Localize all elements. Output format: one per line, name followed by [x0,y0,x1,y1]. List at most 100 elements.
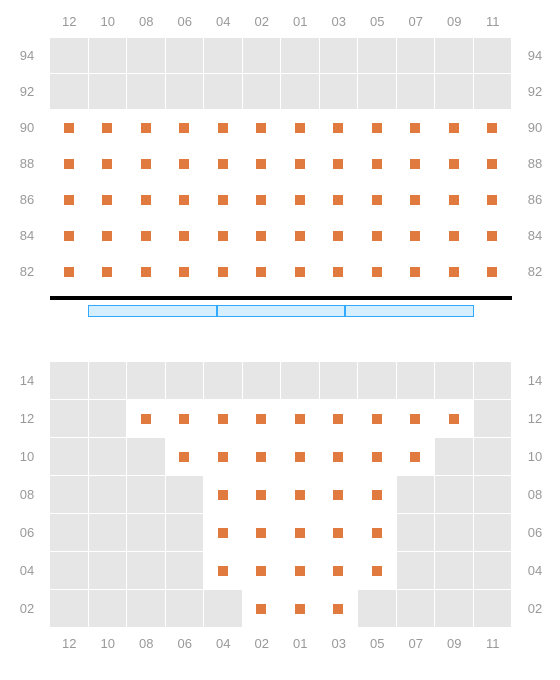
upper-cell-r3-c10[interactable] [435,146,474,182]
upper-cell-r4-c10[interactable] [435,182,474,218]
upper-cell-r5-c6[interactable] [281,218,320,254]
upper-cell-r5-c3[interactable] [166,218,205,254]
upper-cell-r3-c11[interactable] [474,146,513,182]
lower-cell-r2-c4[interactable] [204,438,243,476]
lower-cell-r1-c4[interactable] [204,400,243,438]
upper-cell-r6-c7[interactable] [320,254,359,290]
upper-cell-r6-c2[interactable] [127,254,166,290]
upper-cell-r6-c9[interactable] [397,254,436,290]
upper-cell-r4-c4[interactable] [204,182,243,218]
lower-cell-r6-c9 [397,590,436,628]
upper-cell-r6-c4[interactable] [204,254,243,290]
upper-cell-r5-c1[interactable] [89,218,128,254]
upper-cell-r2-c10[interactable] [435,110,474,146]
upper-cell-r4-c1[interactable] [89,182,128,218]
upper-cell-r6-c0[interactable] [50,254,89,290]
upper-cell-r6-c3[interactable] [166,254,205,290]
upper-cell-r6-c6[interactable] [281,254,320,290]
upper-cell-r4-c11[interactable] [474,182,513,218]
lower-row-left-12: 12 [12,400,42,438]
lower-cell-r2-c8[interactable] [358,438,397,476]
upper-cell-r3-c0[interactable] [50,146,89,182]
lower-cell-r1-c5[interactable] [243,400,282,438]
lower-cell-r3-c7[interactable] [320,476,359,514]
lower-cell-r4-c6[interactable] [281,514,320,552]
upper-cell-r4-c0[interactable] [50,182,89,218]
upper-cell-r3-c2[interactable] [127,146,166,182]
lower-cell-r2-c9[interactable] [397,438,436,476]
upper-cell-r2-c1[interactable] [89,110,128,146]
upper-cell-r5-c7[interactable] [320,218,359,254]
lower-cell-r4-c4[interactable] [204,514,243,552]
upper-cell-r3-c1[interactable] [89,146,128,182]
upper-cell-r3-c9[interactable] [397,146,436,182]
lower-cell-r6-c7[interactable] [320,590,359,628]
lower-cell-r2-c7[interactable] [320,438,359,476]
upper-cell-r2-c11[interactable] [474,110,513,146]
upper-cell-r4-c6[interactable] [281,182,320,218]
lower-cell-r6-c5[interactable] [243,590,282,628]
lower-cell-r2-c6[interactable] [281,438,320,476]
lower-cell-r5-c5[interactable] [243,552,282,590]
upper-cell-r4-c8[interactable] [358,182,397,218]
upper-cell-r3-c4[interactable] [204,146,243,182]
upper-row-right-92: 92 [520,74,550,110]
lower-cell-r3-c8[interactable] [358,476,397,514]
upper-cell-r2-c3[interactable] [166,110,205,146]
upper-cell-r2-c9[interactable] [397,110,436,146]
upper-cell-r4-c9[interactable] [397,182,436,218]
lower-cell-r1-c3[interactable] [166,400,205,438]
upper-cell-r2-c4[interactable] [204,110,243,146]
upper-cell-r5-c9[interactable] [397,218,436,254]
lower-cell-r5-c4[interactable] [204,552,243,590]
lower-cell-r4-c8[interactable] [358,514,397,552]
upper-cell-r4-c3[interactable] [166,182,205,218]
lower-cell-r1-c2[interactable] [127,400,166,438]
upper-cell-r5-c5[interactable] [243,218,282,254]
upper-cell-r2-c0[interactable] [50,110,89,146]
upper-cell-r2-c2[interactable] [127,110,166,146]
upper-cell-r5-c0[interactable] [50,218,89,254]
lower-cell-r5-c7[interactable] [320,552,359,590]
lower-cell-r6-c6[interactable] [281,590,320,628]
lower-cell-r3-c6[interactable] [281,476,320,514]
upper-cell-r2-c5[interactable] [243,110,282,146]
lower-cell-r2-c5[interactable] [243,438,282,476]
upper-cell-r3-c5[interactable] [243,146,282,182]
lower-cell-r1-c6[interactable] [281,400,320,438]
lower-cell-r2-c11 [474,438,513,476]
upper-cell-r3-c3[interactable] [166,146,205,182]
lower-cell-r1-c7[interactable] [320,400,359,438]
upper-cell-r5-c8[interactable] [358,218,397,254]
lower-cell-r1-c8[interactable] [358,400,397,438]
upper-cell-r5-c11[interactable] [474,218,513,254]
lower-cell-r4-c5[interactable] [243,514,282,552]
lower-cell-r3-c5[interactable] [243,476,282,514]
lower-cell-r5-c6[interactable] [281,552,320,590]
upper-cell-r6-c1[interactable] [89,254,128,290]
lower-row-left-10: 10 [12,438,42,476]
upper-cell-r5-c2[interactable] [127,218,166,254]
lower-cell-r3-c4[interactable] [204,476,243,514]
lower-cell-r1-c9[interactable] [397,400,436,438]
upper-cell-r6-c8[interactable] [358,254,397,290]
upper-cell-r4-c7[interactable] [320,182,359,218]
lower-cell-r4-c7[interactable] [320,514,359,552]
upper-cell-r4-c2[interactable] [127,182,166,218]
upper-cell-r2-c7[interactable] [320,110,359,146]
upper-cell-r3-c7[interactable] [320,146,359,182]
upper-cell-r4-c5[interactable] [243,182,282,218]
upper-cell-r6-c10[interactable] [435,254,474,290]
upper-cell-r5-c10[interactable] [435,218,474,254]
upper-cell-r3-c8[interactable] [358,146,397,182]
lower-cell-r1-c10[interactable] [435,400,474,438]
upper-cell-r5-c4[interactable] [204,218,243,254]
upper-cell-r6-c5[interactable] [243,254,282,290]
upper-cell-r2-c8[interactable] [358,110,397,146]
lower-cell-r5-c8[interactable] [358,552,397,590]
upper-row-right-82: 82 [520,254,550,290]
lower-cell-r2-c3[interactable] [166,438,205,476]
upper-cell-r6-c11[interactable] [474,254,513,290]
upper-cell-r2-c6[interactable] [281,110,320,146]
upper-cell-r3-c6[interactable] [281,146,320,182]
